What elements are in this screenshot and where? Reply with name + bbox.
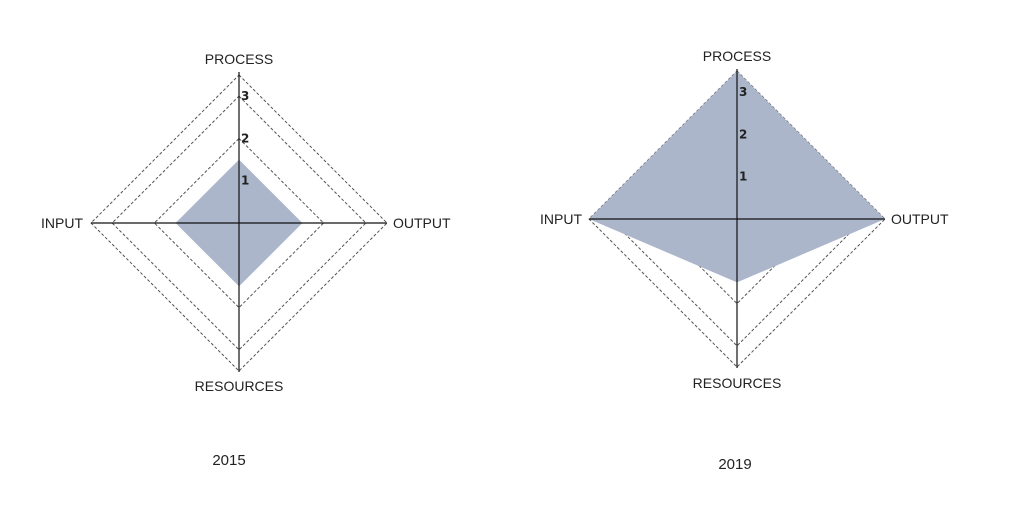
axis-label-resources: RESOURCES: [693, 375, 782, 391]
axis-label-input: INPUT: [540, 211, 582, 227]
tick-label-3: 3: [739, 85, 747, 99]
tick-label-2: 2: [241, 131, 249, 145]
radar-chart-2019: PROCESS OUTPUT RESOURCES INPUT 1 2 3 201…: [540, 48, 949, 473]
axis-label-input: INPUT: [41, 215, 83, 231]
axis-label-output: OUTPUT: [393, 215, 451, 231]
axis-label-process: PROCESS: [205, 51, 273, 67]
grid-rings: [588, 70, 886, 368]
radar-chart-2015: PROCESS OUTPUT RESOURCES INPUT 1 2 3 201…: [41, 51, 451, 469]
axis-label-output: OUTPUT: [891, 211, 949, 227]
tick-label-3: 3: [241, 89, 249, 103]
axis-label-process: PROCESS: [703, 48, 771, 64]
grid-rings: [90, 74, 388, 372]
tick-label-2: 2: [739, 127, 747, 141]
tick-label-1: 1: [739, 170, 747, 184]
chart-title-2019: 2019: [718, 456, 751, 473]
axes: [91, 72, 387, 372]
grid-ring-4: [588, 70, 886, 368]
chart-title-2015: 2015: [212, 452, 245, 469]
tick-label-1: 1: [241, 174, 249, 188]
axis-label-resources: RESOURCES: [195, 378, 284, 394]
axes: [589, 69, 885, 368]
grid-ring-4: [90, 74, 388, 372]
